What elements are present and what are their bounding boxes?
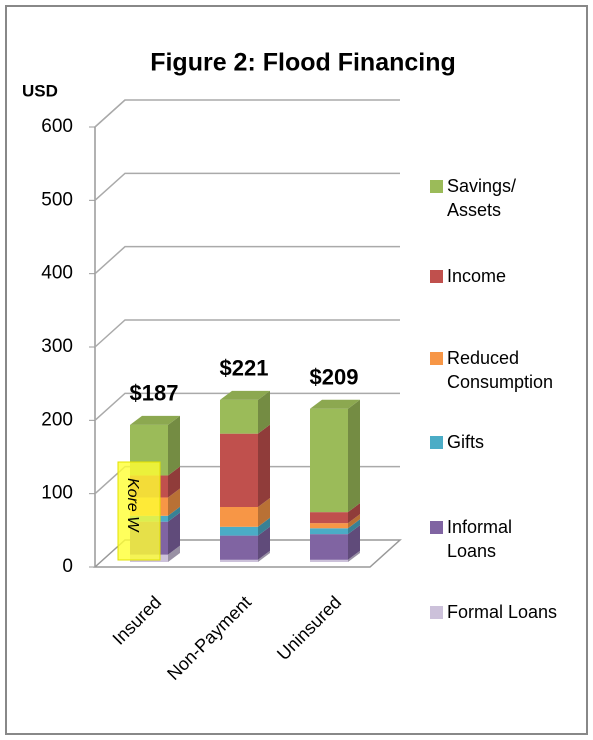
grid-line <box>94 392 400 421</box>
legend-swatch <box>430 606 443 619</box>
bar-side <box>258 526 270 560</box>
value-label: $187 <box>130 381 179 406</box>
grid-line <box>94 172 400 201</box>
value-label: $209 <box>310 365 359 390</box>
bar-segment <box>220 507 258 527</box>
bar-side <box>258 517 270 536</box>
bar-segment <box>220 559 258 562</box>
y-tick-label: 400 <box>41 263 73 284</box>
bar-segment <box>310 512 348 524</box>
legend-swatch <box>430 180 443 193</box>
bar-top <box>220 390 270 400</box>
bar-side <box>168 545 180 562</box>
grid-line <box>94 319 400 348</box>
y-tick-label: 0 <box>62 556 73 577</box>
bar-segment <box>310 523 348 529</box>
legend-swatch <box>430 352 443 365</box>
legend-label: Savings/ Assets <box>447 176 517 220</box>
bar-side <box>168 488 180 516</box>
bar-segment <box>220 433 258 507</box>
grid-line <box>94 245 400 275</box>
bar-side <box>168 506 180 522</box>
bar-side <box>348 514 360 529</box>
y-tick-label: 200 <box>41 409 73 430</box>
bar-side <box>348 550 360 562</box>
bar-segment <box>220 526 258 536</box>
chart-title: Figure 2: Flood Financing <box>150 49 456 77</box>
legend-swatch <box>430 270 443 283</box>
bar-side <box>348 503 360 524</box>
bar-segment <box>310 528 348 535</box>
bar-side <box>258 390 270 434</box>
y-tick-label: 100 <box>41 483 73 504</box>
bar-side <box>348 519 360 535</box>
frame <box>5 5 588 735</box>
bar-side <box>168 415 180 476</box>
annotation: Kore W <box>124 478 141 533</box>
legend-swatch <box>430 521 443 534</box>
bar-segment <box>310 534 348 560</box>
bar-segment <box>310 559 348 562</box>
bar-top <box>130 415 180 425</box>
sticky-note-bg <box>117 461 161 561</box>
bar-segment <box>220 399 258 434</box>
bar-side <box>168 466 180 498</box>
grid-line <box>94 99 400 128</box>
bar-side <box>348 399 360 513</box>
legend-swatch <box>430 436 443 449</box>
bar-segment <box>220 535 258 560</box>
legend-label: Income <box>447 266 507 286</box>
bar-top <box>310 399 360 409</box>
value-label: $221 <box>220 356 269 381</box>
bar-side <box>258 550 270 562</box>
legend-label: Informal Loans <box>447 517 513 561</box>
bar-side <box>258 424 270 507</box>
bar-side <box>348 525 360 560</box>
legend-label: Gifts <box>447 432 485 452</box>
bar-segment <box>310 408 348 513</box>
bar-side <box>258 498 270 527</box>
y-tick-label: 300 <box>41 336 73 357</box>
y-tick-label: 600 <box>41 116 73 137</box>
sticky-note: Kore W <box>117 461 161 561</box>
y-axis-label: USD <box>22 81 58 100</box>
y-tick-label: 500 <box>41 189 73 210</box>
bar-side <box>168 512 180 555</box>
legend-label: Formal Loans <box>447 602 558 622</box>
legend-label: Reduced Consumption <box>447 348 554 392</box>
